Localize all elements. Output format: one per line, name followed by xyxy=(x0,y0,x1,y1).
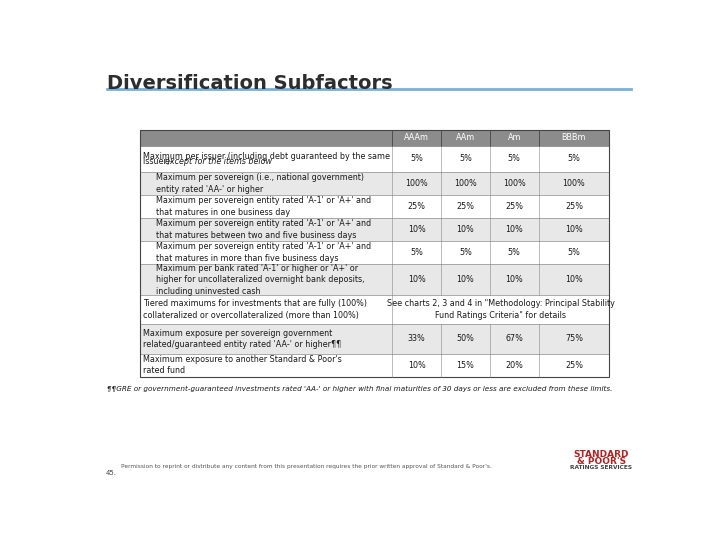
Text: Maximum per bank rated 'A-1' or higher or 'A+' or
higher for uncollateralized ov: Maximum per bank rated 'A-1' or higher o… xyxy=(156,264,364,295)
Text: 20%: 20% xyxy=(505,361,523,369)
Text: 5%: 5% xyxy=(508,248,521,257)
Text: 100%: 100% xyxy=(503,179,526,188)
Text: 100%: 100% xyxy=(405,179,428,188)
Text: 50%: 50% xyxy=(456,334,474,343)
Text: 100%: 100% xyxy=(454,179,477,188)
Text: 5%: 5% xyxy=(567,248,580,257)
Text: 75%: 75% xyxy=(565,334,583,343)
Bar xyxy=(140,354,609,377)
Bar xyxy=(140,264,609,295)
Bar xyxy=(140,130,609,377)
Text: Permission to reprint or distribute any content from this presentation requires : Permission to reprint or distribute any … xyxy=(121,464,492,469)
Text: Maximum per sovereign entity rated 'A-1' or 'A+' and
that matures between two an: Maximum per sovereign entity rated 'A-1'… xyxy=(156,219,371,240)
Text: Am: Am xyxy=(508,133,521,143)
Bar xyxy=(140,146,609,172)
Text: 10%: 10% xyxy=(408,361,426,369)
Text: 25%: 25% xyxy=(456,202,474,211)
Text: Diversification Subfactors: Diversification Subfactors xyxy=(107,74,392,93)
Text: STANDARD: STANDARD xyxy=(574,450,629,459)
Text: AAm: AAm xyxy=(456,133,475,143)
Text: issuer)-: issuer)- xyxy=(143,157,176,166)
Bar xyxy=(140,172,609,195)
Text: 25%: 25% xyxy=(505,202,523,211)
Text: 10%: 10% xyxy=(408,275,426,284)
Text: Maximum exposure to another Standard & Poor's
rated fund: Maximum exposure to another Standard & P… xyxy=(143,355,342,375)
Text: See charts 2, 3 and 4 in "Methodology: Principal Stability
Fund Ratings Criteria: See charts 2, 3 and 4 in "Methodology: P… xyxy=(387,300,615,320)
Text: 10%: 10% xyxy=(456,275,474,284)
Text: 10%: 10% xyxy=(565,225,583,234)
Text: 10%: 10% xyxy=(565,275,583,284)
Text: Maximum exposure per sovereign government
related/guaranteed entity rated 'AA-' : Maximum exposure per sovereign governmen… xyxy=(143,329,342,349)
Text: RATINGS SERVICES: RATINGS SERVICES xyxy=(570,465,632,470)
Bar xyxy=(140,295,609,325)
Bar xyxy=(140,218,609,241)
Text: 25%: 25% xyxy=(565,202,583,211)
Text: 25%: 25% xyxy=(408,202,426,211)
Text: 10%: 10% xyxy=(456,225,474,234)
Text: 5%: 5% xyxy=(508,154,521,163)
Text: Maximum per sovereign (i.e., national government)
entity rated 'AA-' or higher: Maximum per sovereign (i.e., national go… xyxy=(156,173,364,194)
Text: BBBm: BBBm xyxy=(562,133,586,143)
Text: 100%: 100% xyxy=(562,179,585,188)
Text: 25%: 25% xyxy=(565,361,583,369)
Text: Maximum per issuer (including debt guaranteed by the same: Maximum per issuer (including debt guara… xyxy=(143,152,390,160)
Text: 10%: 10% xyxy=(505,225,523,234)
Text: & POOR'S: & POOR'S xyxy=(577,457,626,466)
Text: 5%: 5% xyxy=(410,248,423,257)
Text: except for the items below: except for the items below xyxy=(166,157,272,166)
Text: ¶¶GRE or government-guaranteed investments rated 'AA-' or higher with final matu: ¶¶GRE or government-guaranteed investmen… xyxy=(107,386,613,392)
Text: AAAm: AAAm xyxy=(404,133,429,143)
Text: Maximum per sovereign entity rated 'A-1' or 'A+' and
that matures in more than f: Maximum per sovereign entity rated 'A-1'… xyxy=(156,242,371,263)
Text: 45.: 45. xyxy=(106,470,117,476)
Text: 33%: 33% xyxy=(408,334,426,343)
Text: 5%: 5% xyxy=(459,154,472,163)
Text: Tiered maximums for investments that are fully (100%)
collateralized or overcoll: Tiered maximums for investments that are… xyxy=(143,300,367,320)
Text: Maximum per sovereign entity rated 'A-1' or 'A+' and
that matures in one busines: Maximum per sovereign entity rated 'A-1'… xyxy=(156,196,371,217)
Text: 15%: 15% xyxy=(456,361,474,369)
Bar xyxy=(140,325,609,354)
Bar xyxy=(140,130,609,146)
Text: 10%: 10% xyxy=(505,275,523,284)
Text: 10%: 10% xyxy=(408,225,426,234)
Bar xyxy=(140,241,609,264)
Bar xyxy=(140,195,609,218)
Text: 5%: 5% xyxy=(410,154,423,163)
Text: 5%: 5% xyxy=(459,248,472,257)
Text: 67%: 67% xyxy=(505,334,523,343)
Text: 5%: 5% xyxy=(567,154,580,163)
